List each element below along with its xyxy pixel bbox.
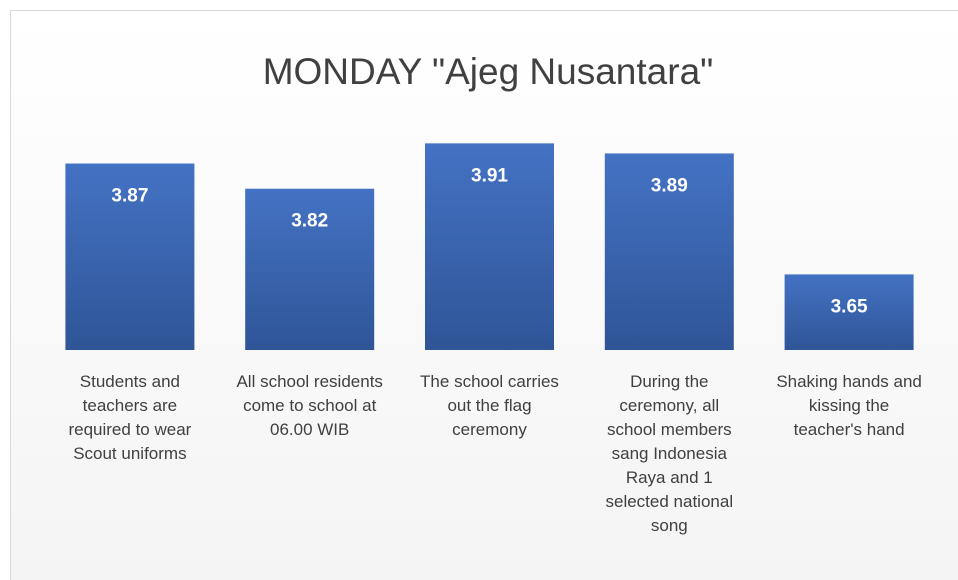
chart-title: MONDAY "Ajeg Nusantara" bbox=[263, 51, 714, 92]
bar bbox=[784, 274, 914, 350]
value-label: 3.65 bbox=[831, 296, 868, 317]
value-label: 3.89 bbox=[651, 175, 688, 196]
bar bbox=[245, 188, 375, 350]
bar bbox=[65, 163, 195, 350]
bar bbox=[604, 153, 734, 350]
x-tick-label: During the ceremony, all school members … bbox=[605, 372, 734, 535]
bar bbox=[425, 143, 554, 350]
value-label: 3.91 bbox=[471, 165, 508, 186]
x-tick-label: Students and teachers are required to we… bbox=[68, 372, 192, 463]
x-tick-label: All school residents come to school at 0… bbox=[236, 372, 383, 439]
value-label: 3.82 bbox=[291, 211, 328, 232]
value-label: 3.87 bbox=[111, 186, 148, 207]
x-tick-label: The school carries out the flag ceremony bbox=[420, 372, 559, 439]
x-tick-label: Shaking hands and kissing the teacher's … bbox=[776, 372, 922, 439]
